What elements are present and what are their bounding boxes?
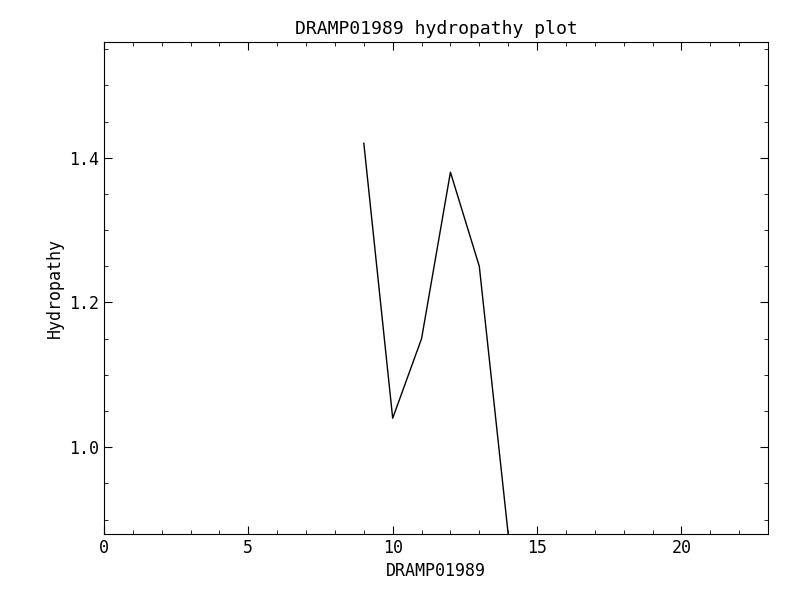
Y-axis label: Hydropathy: Hydropathy — [46, 238, 63, 338]
Title: DRAMP01989 hydropathy plot: DRAMP01989 hydropathy plot — [294, 20, 578, 38]
X-axis label: DRAMP01989: DRAMP01989 — [386, 562, 486, 580]
